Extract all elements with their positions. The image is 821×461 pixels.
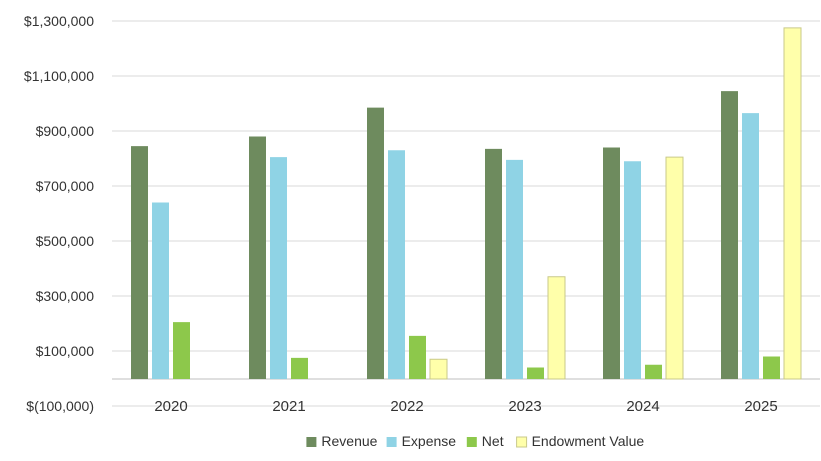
bar-revenue-2021: [249, 136, 266, 379]
y-tick-label: $100,000: [36, 343, 95, 359]
bar-expense-2023: [506, 159, 523, 379]
bar-revenue-2022: [367, 107, 384, 379]
bar-revenue-2020: [131, 146, 148, 379]
x-tick-label: 2020: [154, 398, 187, 415]
bar-expense-2021: [270, 157, 287, 379]
bar-revenue-2024: [603, 147, 620, 379]
bar-expense-2024: [624, 161, 641, 379]
legend-label-net: Net: [482, 433, 504, 449]
bar-revenue-2025: [721, 91, 738, 379]
bar-expense-2020: [152, 202, 169, 379]
y-tick-label: $500,000: [36, 233, 95, 249]
bar-expense-2025: [742, 113, 759, 379]
bar-endowment-value-2024: [665, 156, 684, 380]
bar-net-2023: [527, 367, 544, 379]
legend-label-endowment-value: Endowment Value: [532, 433, 645, 449]
bar-net-2021: [291, 357, 308, 379]
bar-net-2024: [645, 364, 662, 379]
x-tick-label: 2021: [272, 398, 305, 415]
bar-net-2020: [173, 322, 190, 379]
x-tick-label: 2022: [390, 398, 423, 415]
y-tick-label: $300,000: [36, 288, 95, 304]
y-tick-label: $700,000: [36, 178, 95, 194]
bar-revenue-2023: [485, 148, 502, 379]
bar-expense-2022: [388, 150, 405, 379]
legend-swatch-endowment-value: [516, 436, 528, 448]
y-tick-label: $900,000: [36, 123, 95, 139]
bar-endowment-value-2023: [547, 276, 566, 380]
bar-net-2025: [763, 356, 780, 379]
y-tick-label: $1,300,000: [24, 13, 94, 29]
y-tick-label: $1,100,000: [24, 68, 94, 84]
legend-label-revenue: Revenue: [321, 433, 377, 449]
bar-endowment-value-2022: [429, 358, 448, 380]
x-tick-label: 2025: [744, 398, 777, 415]
bar-net-2022: [409, 335, 426, 379]
legend-swatch-revenue: [306, 437, 317, 447]
x-tick-label: 2023: [508, 398, 541, 415]
y-tick-label: $(100,000): [26, 398, 94, 414]
bar-endowment-value-2025: [783, 27, 802, 380]
legend-label-expense: Expense: [402, 433, 457, 449]
x-tick-label: 2024: [626, 398, 659, 415]
legend-swatch-expense: [386, 437, 397, 447]
legend-swatch-net: [466, 437, 477, 447]
